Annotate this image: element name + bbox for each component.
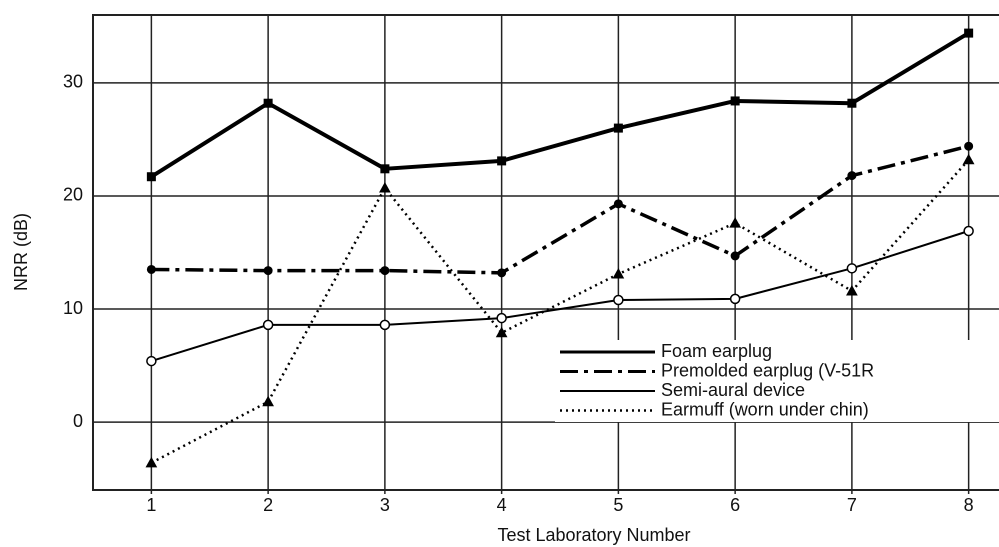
y-axis-label: NRR (dB) [11,213,31,291]
point [847,98,857,108]
point [497,268,507,278]
x-tick-label: 7 [847,495,857,515]
point [964,141,974,151]
legend-label: Premolded earplug (V-51R [661,360,874,380]
point [496,312,507,324]
point [380,164,390,174]
point [146,264,156,274]
line [150,31,970,179]
point [146,172,156,182]
y-tick-label: 20 [63,185,83,205]
legend-label: Earmuff (worn under chin) [661,399,869,419]
series [146,141,974,278]
x-tick-label: 5 [613,495,623,515]
x-axis-label: Test Laboratory Number [497,525,690,545]
point [613,199,623,209]
point [263,266,273,276]
legend-box [555,340,999,422]
series [145,153,975,468]
point [146,355,157,367]
point [380,266,390,276]
point [262,395,274,407]
series [146,28,974,182]
legend-label: Foam earplug [661,341,772,361]
point [379,319,391,331]
point [262,319,274,331]
x-tick-label: 8 [964,495,974,515]
y-tick-label: 0 [73,411,83,431]
point [730,96,740,106]
x-tick-label: 3 [380,495,390,515]
line [151,144,970,275]
point [963,225,974,237]
x-tick-label: 4 [497,495,507,515]
legend-label: Semi-aural device [661,380,805,400]
y-tick-label: 10 [63,298,83,318]
series [146,225,974,367]
point [730,251,740,261]
point [495,326,508,338]
point [613,294,624,306]
point [379,182,391,193]
point [729,293,741,305]
y-tick-label: 30 [63,72,83,92]
point [847,171,857,181]
x-tick-label: 6 [730,495,740,515]
plot-frame [92,14,999,491]
line [150,158,970,464]
point [613,123,623,133]
line [151,230,969,363]
point [962,153,975,165]
point [846,263,858,274]
point [145,456,158,468]
point [964,28,974,38]
point [729,217,741,228]
point [846,284,858,296]
point [497,156,507,166]
point [263,98,273,108]
point [612,267,625,279]
x-tick-label: 1 [146,495,156,515]
x-tick-label: 2 [263,495,273,515]
